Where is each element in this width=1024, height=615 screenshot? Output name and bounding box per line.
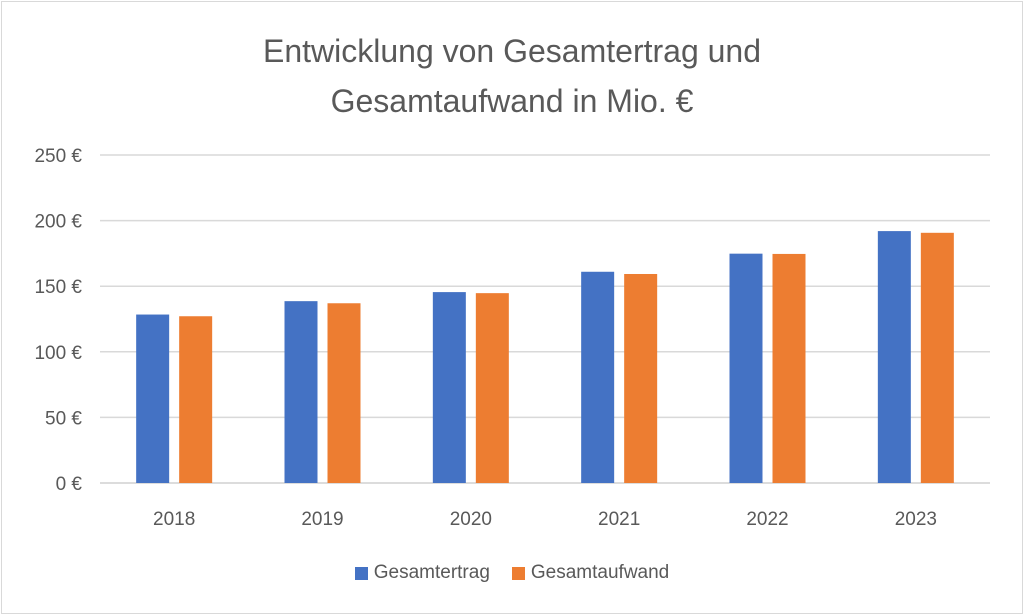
bar-gesamtertrag-2020	[432, 292, 466, 483]
x-tick-label: 2021	[598, 509, 640, 530]
bar-gesamtertrag-2018	[136, 314, 170, 483]
bar-gesamtaufwand-2022	[772, 253, 806, 483]
chart-title: Entwicklung von Gesamtertrag und Gesamta…	[0, 26, 1024, 126]
bar-gesamtertrag-2023	[877, 231, 911, 483]
y-tick-label: 150 €	[34, 277, 82, 298]
x-tick-label: 2018	[153, 509, 195, 530]
legend-item-gesamtaufwand: Gesamtaufwand	[511, 562, 670, 584]
bar-gesamtertrag-2021	[581, 271, 615, 483]
chart-title-line-2: Gesamtaufwand in Mio. €	[330, 83, 694, 119]
bar-gesamtertrag-2022	[729, 253, 763, 483]
bar-gesamtaufwand-2018	[179, 316, 213, 483]
bar-gesamtaufwand-2020	[475, 293, 509, 483]
chart-title-line-1: Entwicklung von Gesamtertrag und	[262, 33, 762, 69]
bar-gesamtaufwand-2019	[327, 303, 361, 483]
x-tick-label: 2023	[895, 509, 937, 530]
y-tick-label: 100 €	[34, 343, 82, 364]
y-tick-label: 0 €	[56, 474, 83, 495]
legend: Gesamtertrag Gesamtaufwand	[0, 562, 1024, 584]
legend-swatch-gesamtaufwand	[511, 566, 525, 580]
y-tick-label: 250 €	[34, 146, 82, 167]
legend-item-gesamtertrag: Gesamtertrag	[354, 562, 490, 584]
y-tick-label: 200 €	[34, 212, 82, 233]
x-tick-label: 2022	[746, 509, 788, 530]
legend-label: Gesamtaufwand	[530, 562, 670, 583]
y-tick-label: 50 €	[45, 408, 82, 429]
legend-swatch-gesamtertrag	[354, 566, 368, 580]
bar-gesamtaufwand-2023	[920, 232, 954, 483]
bar-gesamtertrag-2019	[284, 301, 318, 483]
bar-gesamtaufwand-2021	[624, 273, 658, 483]
legend-label: Gesamtertrag	[373, 562, 490, 583]
x-tick-label: 2019	[301, 509, 343, 530]
x-tick-label: 2020	[450, 509, 492, 530]
